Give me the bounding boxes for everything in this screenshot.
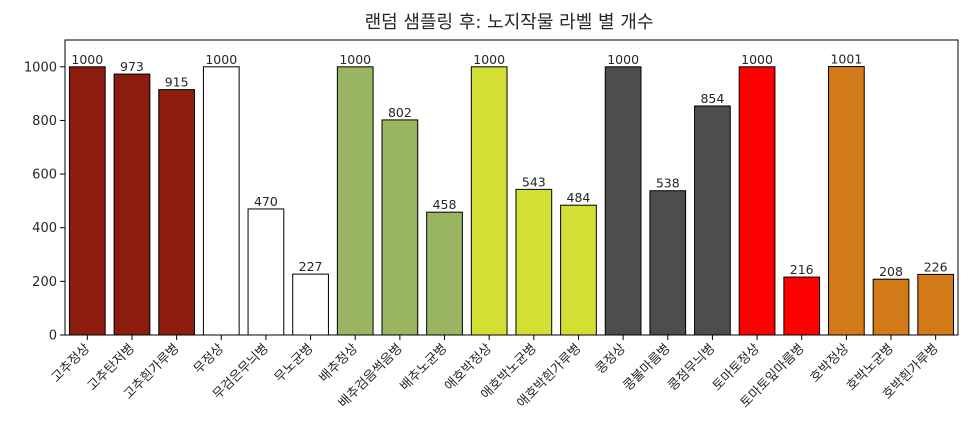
x-tick-label: 배추노균병 <box>397 341 450 394</box>
chart-title: 랜덤 샘플링 후: 노지작물 라벨 별 개수 <box>365 12 654 33</box>
y-tick-label: 0 <box>49 329 57 344</box>
bar <box>470 66 508 336</box>
bar-value-label: 915 <box>165 75 189 90</box>
bar <box>247 208 285 336</box>
bar-value-label: 1001 <box>830 52 862 67</box>
bar-value-label: 484 <box>567 190 591 205</box>
bar-value-label: 538 <box>656 176 680 191</box>
x-tick-label: 무정상 <box>191 341 227 377</box>
y-tick-label: 200 <box>32 275 57 290</box>
bar <box>426 211 463 336</box>
bar-value-label: 802 <box>388 105 412 120</box>
bar <box>158 89 195 336</box>
bar <box>917 273 955 336</box>
y-axis: 0 200 400 600 800 1000 <box>24 60 65 344</box>
x-tick-label: 콩점무늬병 <box>665 341 718 394</box>
bar <box>515 188 553 336</box>
bar-value-label: 1000 <box>473 52 505 67</box>
bar <box>828 66 865 336</box>
value-labels-group: 1000 973 915 1000 470 227 1000 802 458 1000 543 484… <box>71 52 947 280</box>
y-tick-label: 600 <box>32 168 57 183</box>
bar-value-label: 973 <box>120 59 144 74</box>
y-tick-label: 400 <box>32 221 57 236</box>
bar <box>738 66 776 336</box>
bar <box>202 66 240 336</box>
y-tick-label: 1000 <box>24 60 57 75</box>
bar-value-label: 227 <box>299 259 323 274</box>
bar-value-label: 1000 <box>339 52 371 67</box>
bar-value-label: 1000 <box>741 52 773 67</box>
bar-value-label: 543 <box>522 174 546 189</box>
plot-frame <box>64 39 959 336</box>
x-tick-label: 콩불마름병 <box>621 341 674 394</box>
bar-value-label: 1000 <box>607 52 639 67</box>
y-tick-label: 800 <box>32 114 57 129</box>
bar <box>649 190 687 336</box>
bar <box>336 66 374 336</box>
bar <box>560 204 597 336</box>
bar <box>113 73 151 336</box>
bar-value-label: 216 <box>790 262 814 277</box>
bar-value-label: 1000 <box>71 52 103 67</box>
bar-value-label: 854 <box>700 91 724 106</box>
bar <box>604 66 642 336</box>
bar <box>694 105 731 336</box>
bar <box>872 278 910 336</box>
bar <box>68 66 106 336</box>
x-tick-label: 배추정상 <box>317 341 361 385</box>
x-tick-label: 무노균병 <box>272 341 316 385</box>
x-tick-label: 콩정상 <box>593 341 629 377</box>
bar <box>783 276 821 336</box>
bar-value-label: 458 <box>433 197 457 212</box>
bars-group <box>68 66 955 336</box>
bar-value-label: 1000 <box>205 52 237 67</box>
bar <box>292 273 329 336</box>
x-tick-label: 호박정상 <box>808 341 852 385</box>
bar-value-label: 226 <box>924 259 948 274</box>
bar-value-label: 470 <box>254 194 278 209</box>
bar-value-label: 208 <box>879 264 903 279</box>
bar <box>381 119 419 336</box>
x-tick-label: 고추정상 <box>49 341 93 385</box>
